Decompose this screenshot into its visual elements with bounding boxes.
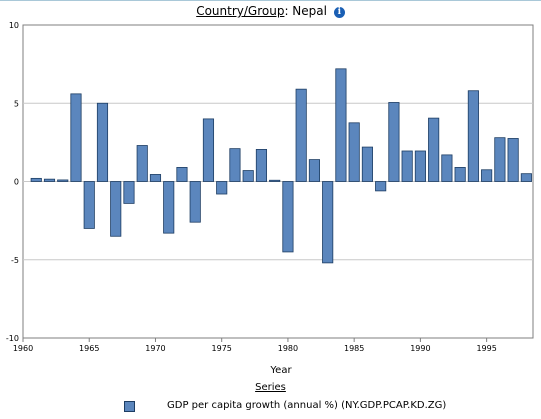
bar bbox=[441, 154, 453, 182]
legend-title: Series bbox=[255, 382, 286, 393]
bar bbox=[481, 169, 493, 182]
legend-swatch bbox=[124, 401, 135, 412]
x-tick-label: 1995 bbox=[476, 344, 496, 353]
bar bbox=[322, 181, 334, 264]
bar bbox=[388, 102, 400, 182]
bar bbox=[335, 68, 347, 182]
bar bbox=[401, 150, 413, 182]
bar bbox=[57, 179, 69, 182]
bar bbox=[494, 137, 506, 182]
bar bbox=[123, 181, 135, 204]
bar bbox=[136, 145, 148, 182]
header-label: Country/Group bbox=[196, 4, 285, 18]
bar bbox=[467, 90, 479, 182]
y-tick-label: 0 bbox=[14, 178, 19, 187]
y-tick-label: 5 bbox=[14, 99, 19, 108]
x-tick-label: 1965 bbox=[79, 344, 99, 353]
x-tick-label: 1970 bbox=[145, 344, 165, 353]
y-tick-label: -10 bbox=[6, 334, 19, 343]
bar bbox=[189, 181, 201, 223]
x-tick-label: 1960 bbox=[13, 344, 33, 353]
y-tick-label: -5 bbox=[11, 256, 19, 265]
bar bbox=[255, 149, 268, 182]
chart-svg: -10 -5 0 5 10 1960 1965 1970 1975 1980 1985 1990 199… bbox=[6, 21, 534, 376]
bar bbox=[70, 93, 82, 182]
bar bbox=[295, 88, 307, 182]
x-tick-label: 1990 bbox=[410, 344, 430, 353]
bar bbox=[269, 179, 281, 182]
bar bbox=[96, 102, 109, 182]
x-tick-label: 1980 bbox=[278, 344, 298, 353]
bar bbox=[308, 159, 320, 182]
legend-label: GDP per capita growth (annual %) (NY.GDP… bbox=[167, 400, 447, 411]
x-tick-label: 1975 bbox=[212, 344, 232, 353]
header-value: Nepal bbox=[292, 4, 327, 18]
bar bbox=[229, 148, 241, 182]
y-tick-label: 10 bbox=[9, 21, 19, 30]
bar bbox=[110, 181, 122, 237]
bar bbox=[428, 117, 440, 182]
bar bbox=[43, 178, 56, 182]
x-axis-title: Year bbox=[269, 365, 292, 376]
bar bbox=[507, 138, 519, 182]
info-icon[interactable]: i bbox=[333, 7, 345, 18]
bar bbox=[520, 173, 532, 182]
top-border bbox=[0, 0, 541, 1]
bar bbox=[361, 146, 373, 182]
bar bbox=[149, 174, 162, 182]
bar bbox=[216, 181, 228, 195]
bar bbox=[454, 167, 466, 182]
bar bbox=[348, 122, 360, 182]
bar bbox=[282, 181, 294, 253]
bar bbox=[202, 118, 215, 182]
x-tick-label: 1985 bbox=[344, 344, 364, 353]
bar bbox=[30, 177, 42, 182]
bar bbox=[83, 181, 95, 229]
bar bbox=[176, 167, 188, 182]
bar bbox=[163, 181, 175, 234]
header-title: Country/Group: Nepal i bbox=[0, 3, 541, 19]
bar bbox=[375, 181, 387, 192]
bar bbox=[242, 170, 254, 182]
bar bbox=[414, 150, 426, 182]
